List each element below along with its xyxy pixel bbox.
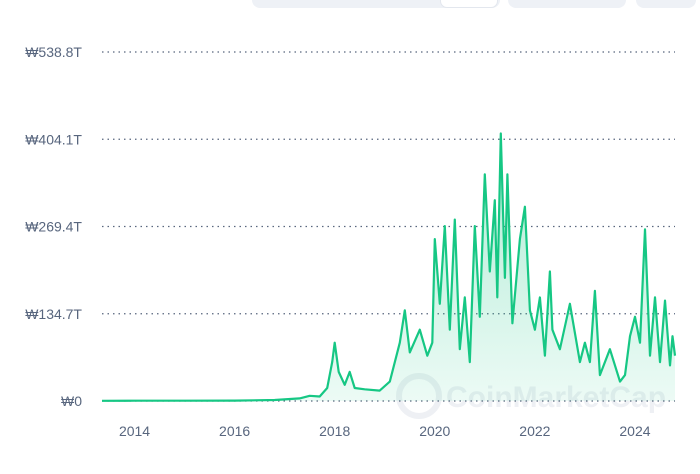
x-tick-label: 2022 [519, 423, 550, 439]
y-axis-labels: ₩538.8T ₩404.1T ₩269.4T ₩134.7T ₩0 [25, 44, 82, 409]
x-tick-label: 2020 [419, 423, 450, 439]
x-axis-labels: 2014 2016 2018 2020 2022 2024 [119, 423, 651, 439]
more-options-button[interactable] [636, 0, 696, 8]
x-tick-label: 2016 [219, 423, 250, 439]
range-selector[interactable] [252, 0, 500, 8]
x-tick-label: 2014 [119, 423, 150, 439]
y-tick-label: ₩269.4T [25, 219, 82, 235]
x-tick-label: 2024 [619, 423, 650, 439]
y-tick-label: ₩134.7T [25, 306, 82, 322]
y-tick-label: ₩538.8T [25, 44, 82, 60]
time-range-controls [0, 0, 700, 10]
grid-lines [102, 51, 675, 402]
y-tick-label: ₩0 [61, 393, 82, 409]
series-area [102, 133, 675, 401]
series-line [101, 132, 677, 402]
x-tick-label: 2018 [319, 423, 350, 439]
y-tick-label: ₩404.1T [25, 131, 82, 147]
chart-type-selector[interactable] [508, 0, 626, 8]
